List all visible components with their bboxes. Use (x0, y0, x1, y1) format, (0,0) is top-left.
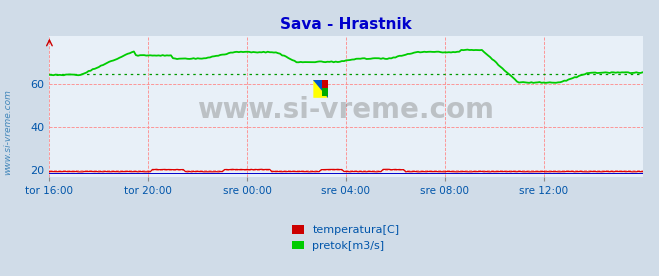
Bar (322, 88, 328, 96)
Polygon shape (314, 79, 328, 98)
Title: Sava - Hrastnik: Sava - Hrastnik (280, 17, 412, 32)
Legend: temperatura[C], pretok[m3/s]: temperatura[C], pretok[m3/s] (288, 221, 404, 256)
Text: www.si-vreme.com: www.si-vreme.com (198, 97, 494, 124)
Polygon shape (314, 79, 328, 98)
Bar (322, 79, 328, 88)
Text: www.si-vreme.com: www.si-vreme.com (3, 89, 13, 176)
